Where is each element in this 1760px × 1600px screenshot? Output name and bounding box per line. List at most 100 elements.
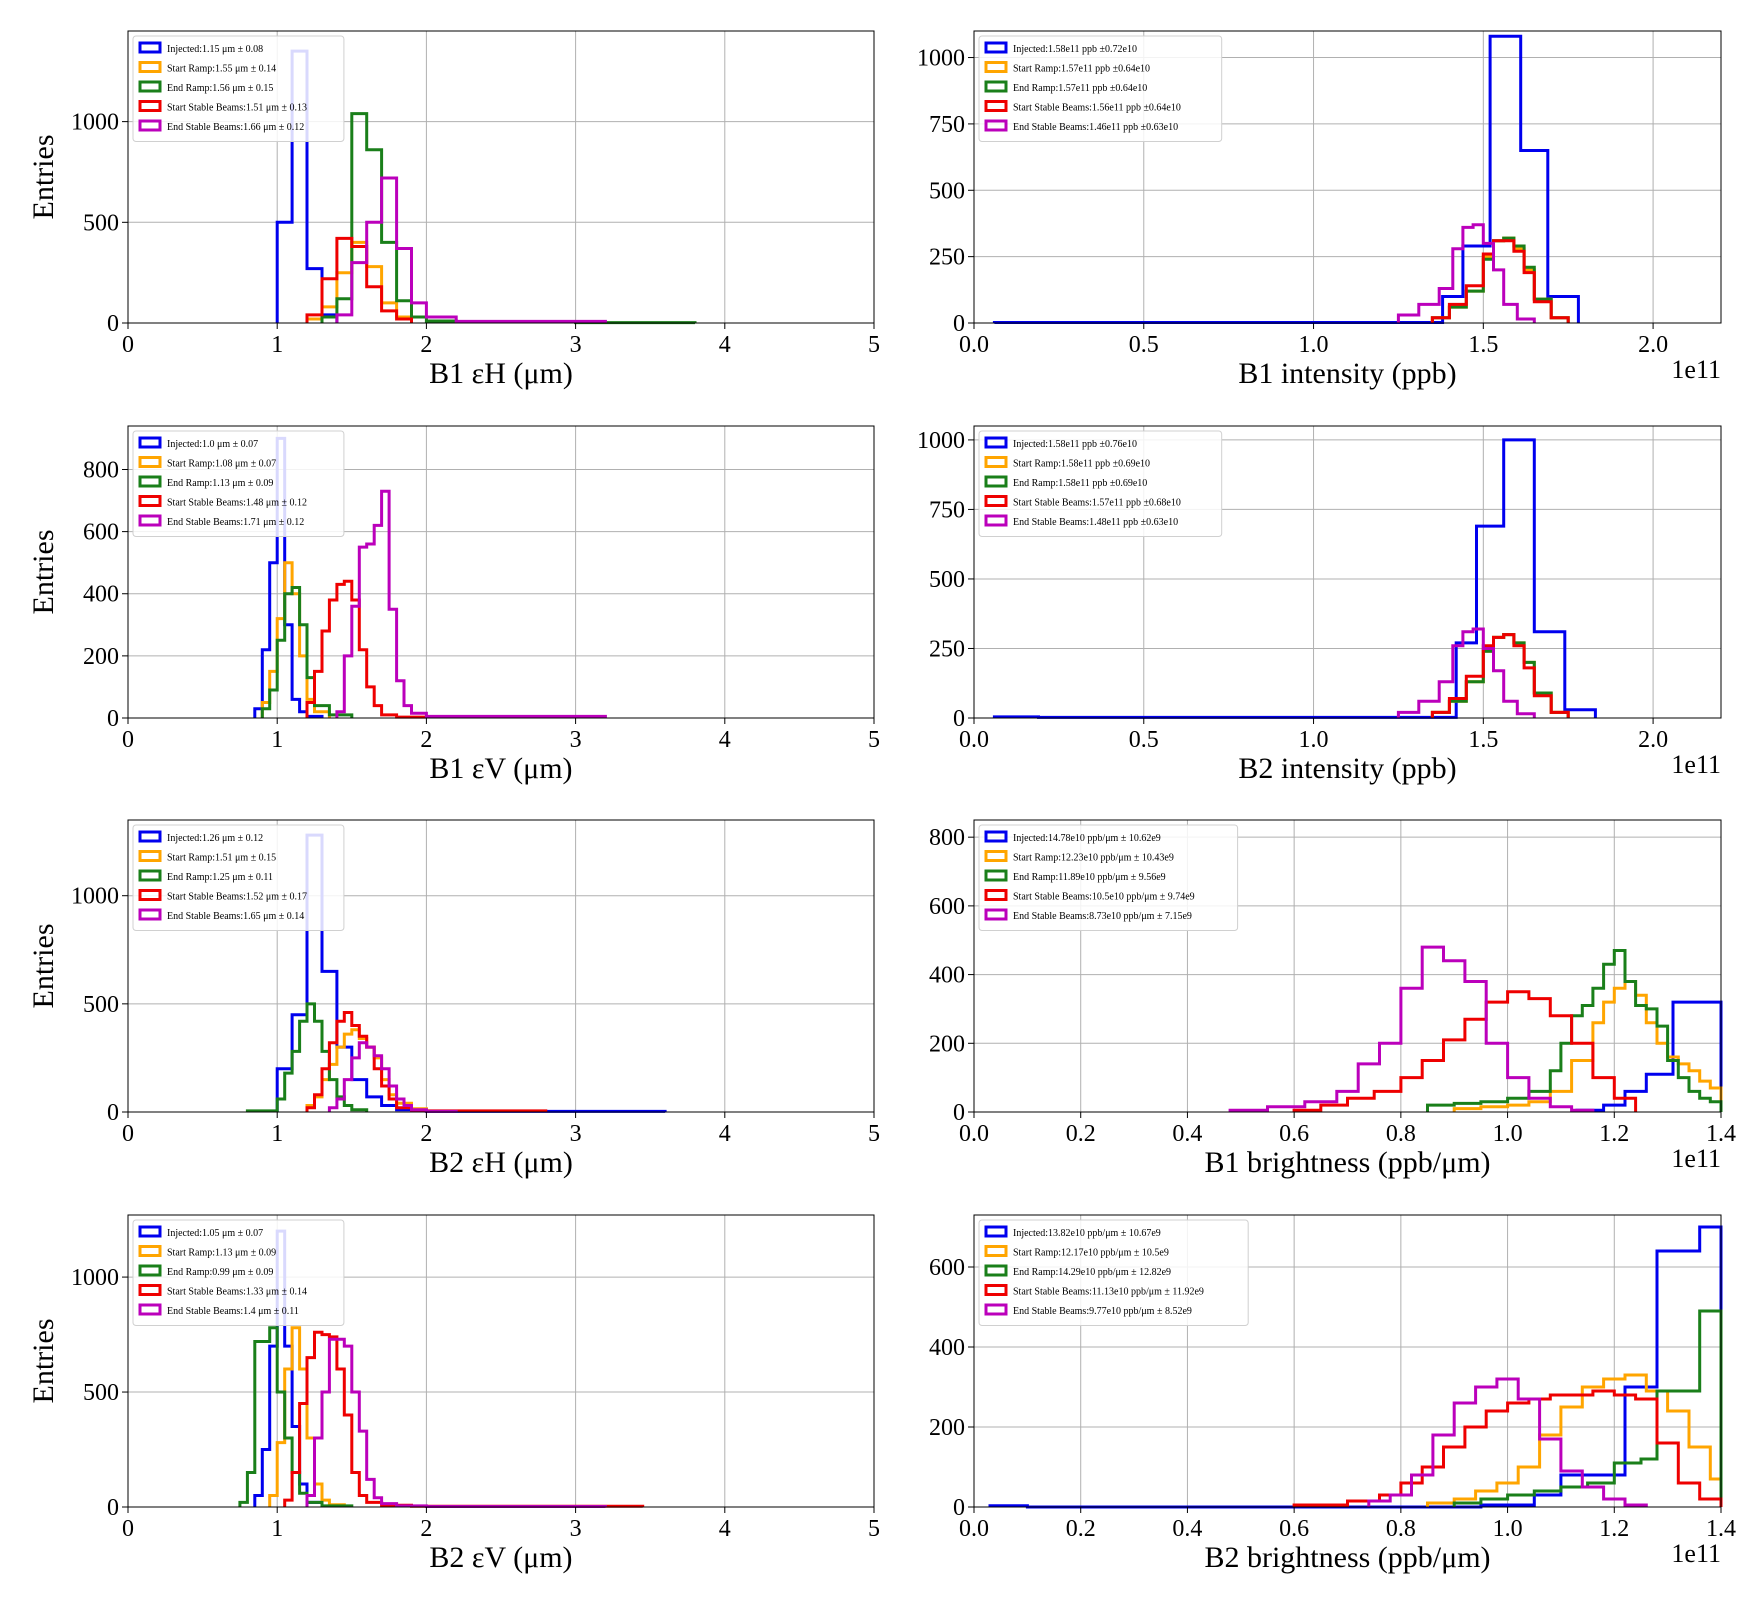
axes-frame <box>127 819 875 1113</box>
legend-entry: Injected:1.26 μm ± 0.12 <box>167 833 263 844</box>
x-tick-label: 0.0 <box>959 727 989 753</box>
legend-entry: Start Stable Beams:1.56e11 ppb ±0.64e10 <box>1013 103 1181 114</box>
legend-entry: End Ramp:11.89e10 ppb/μm ± 9.56e9 <box>1013 872 1166 883</box>
y-tick-label: 0 <box>107 706 119 732</box>
legend-entry: Injected:1.0 μm ± 0.07 <box>167 439 258 450</box>
legend-entry: Start Ramp:12.17e10 ppb/μm ± 10.5e9 <box>1013 1248 1169 1259</box>
legend-entry: Start Stable Beams:1.51 μm ± 0.13 <box>167 103 307 114</box>
y-tick-label: 200 <box>83 644 119 670</box>
histogram-series-start-stable-beams <box>1430 239 1570 323</box>
legend-entry: Start Stable Beams:1.33 μm ± 0.14 <box>167 1287 307 1298</box>
legend-entry: End Ramp:14.29e10 ppb/μm ± 12.82e9 <box>1013 1267 1171 1278</box>
legend-entry: Start Stable Beams:1.57e11 ppb ±0.68e10 <box>1013 498 1181 509</box>
x-tick-label: 0.0 <box>959 1516 989 1542</box>
x-tick-label: 1.0 <box>1493 1516 1523 1542</box>
legend-swatch <box>138 436 162 449</box>
legend-swatch <box>138 1225 162 1238</box>
legend-swatch <box>984 1303 1008 1316</box>
y-tick-label: 500 <box>929 567 965 593</box>
x-tick-label: 3 <box>570 1516 582 1542</box>
x-tick-label: 3 <box>570 1121 582 1147</box>
legend-swatch <box>138 1303 162 1316</box>
legend-swatch <box>138 475 162 488</box>
x-tick-label: 1.2 <box>1599 1121 1629 1147</box>
x-tick-label: 0 <box>122 1121 134 1147</box>
histogram-series-end-stable-beams <box>335 489 607 718</box>
legend-entry: Injected:1.15 μm ± 0.08 <box>167 44 263 55</box>
x-axis-label: B1 brightness (ppb/μm) <box>1204 1146 1490 1179</box>
x-tick-label: 0.8 <box>1386 1121 1416 1147</box>
x-tick-label: 0.6 <box>1279 1516 1309 1542</box>
legend-swatch <box>138 514 162 527</box>
histogram-series-start-ramp <box>1426 1373 1723 1507</box>
histogram-series-end-stable-beams <box>305 1337 607 1508</box>
legend-entry: Injected:14.78e10 ppb/μm ± 10.62e9 <box>1013 833 1161 844</box>
legend-entry: Start Ramp:1.58e11 ppb ±0.69e10 <box>1013 459 1150 470</box>
histogram-series-start-stable-beams <box>305 579 428 719</box>
axes-frame <box>973 30 1722 324</box>
histogram-series-start-stable-beams <box>305 236 413 323</box>
histogram-series-end-ramp <box>1452 1309 1723 1507</box>
y-tick-label: 500 <box>929 178 965 204</box>
axes-frame <box>127 425 875 719</box>
x-tick-label: 0 <box>122 332 134 358</box>
chart-panel-1: 0 1 2 3 4 5 0 500 1000 B1 εH (μm) Entries Injected:… <box>27 30 880 390</box>
legend-swatch <box>138 869 162 882</box>
x-tick-label: 1.2 <box>1599 1516 1629 1542</box>
legend-swatch <box>138 495 162 507</box>
x-tick-label: 1.4 <box>1706 1121 1736 1147</box>
legend-entry: End Stable Beams:1.66 μm ± 0.12 <box>167 122 304 133</box>
legend-entry: End Stable Beams:1.4 μm ± 0.11 <box>167 1306 299 1317</box>
legend-swatch <box>138 1245 162 1257</box>
legend-swatch <box>138 41 162 54</box>
legend-entry: End Stable Beams:9.77e10 ppb/μm ± 8.52e9 <box>1013 1306 1192 1317</box>
x-tick-label: 1 <box>271 1516 283 1542</box>
legend-swatch <box>984 1264 1008 1277</box>
histogram-series-end-stable-beams <box>335 176 607 323</box>
legend-entry: Start Stable Beams:11.13e10 ppb/μm ± 11.… <box>1013 1287 1204 1298</box>
y-tick-label: 750 <box>929 497 965 523</box>
legend-entry: Injected:1.05 μm ± 0.07 <box>167 1228 263 1239</box>
legend-swatch <box>138 830 162 843</box>
legend-entry: End Ramp:1.13 μm ± 0.09 <box>167 478 273 489</box>
x-tick-label: 1 <box>271 332 283 358</box>
x-tick-label: 5 <box>868 727 880 753</box>
legend-entry: Injected:13.82e10 ppb/μm ± 10.67e9 <box>1013 1228 1161 1239</box>
legend: Injected:1.58e11 ppb ±0.72e10 Start Ramp:… <box>978 35 1223 142</box>
histogram-series-end-stable-beams <box>327 1041 458 1113</box>
y-tick-label: 800 <box>929 825 965 851</box>
legend: Injected:1.0 μm ± 0.07 Start Ramp:1.08 μm… <box>132 430 345 537</box>
legend-box <box>132 1219 345 1326</box>
legend-swatch <box>138 119 162 132</box>
legend-swatch <box>138 850 162 862</box>
y-tick-label: 200 <box>929 1415 965 1441</box>
x-tick-label: 1.0 <box>1299 727 1329 753</box>
chart-panel-8: 0.0 0.2 0.4 0.6 0.8 1.0 1.2 1.4 0 200 400 600 B2 bri… <box>929 1214 1736 1574</box>
legend-box <box>978 430 1223 537</box>
y-tick-label: 0 <box>953 1100 965 1126</box>
legend-swatch <box>138 61 162 73</box>
x-tick-label: 3 <box>570 727 582 753</box>
x-tick-label: 2 <box>420 727 432 753</box>
y-tick-label: 400 <box>83 582 119 608</box>
legend-swatch <box>138 80 162 93</box>
legend-box <box>132 824 345 931</box>
legend-box <box>978 824 1239 931</box>
x-offset-label: 1e11 <box>1671 1144 1721 1173</box>
histogram-series-start-ramp <box>1452 980 1723 1112</box>
y-tick-label: 0 <box>107 311 119 337</box>
histogram-series-start-ramp <box>268 1326 346 1507</box>
chart-panel-2: 0.0 0.5 1.0 1.5 2.0 0 250 500 750 1000 B1 intensit… <box>917 30 1722 390</box>
x-tick-label: 2.0 <box>1638 332 1668 358</box>
legend: Injected:1.05 μm ± 0.07 Start Ramp:1.13 μ… <box>132 1219 345 1326</box>
y-tick-label: 0 <box>953 1495 965 1521</box>
chart-panel-7: 0 1 2 3 4 5 0 500 1000 B2 εV (μm) Entries Injected:… <box>27 1214 880 1574</box>
histogram-series-end-ramp <box>320 112 697 325</box>
x-tick-label: 1 <box>271 727 283 753</box>
legend-entry: Start Ramp:1.57e11 ppb ±0.64e10 <box>1013 64 1150 75</box>
legend: Injected:13.82e10 ppb/μm ± 10.67e9 Start … <box>978 1219 1249 1326</box>
y-tick-label: 250 <box>929 245 965 271</box>
legend-entry: End Ramp:1.56 μm ± 0.15 <box>167 83 273 94</box>
histogram-series-end-stable-beams <box>1396 627 1536 718</box>
